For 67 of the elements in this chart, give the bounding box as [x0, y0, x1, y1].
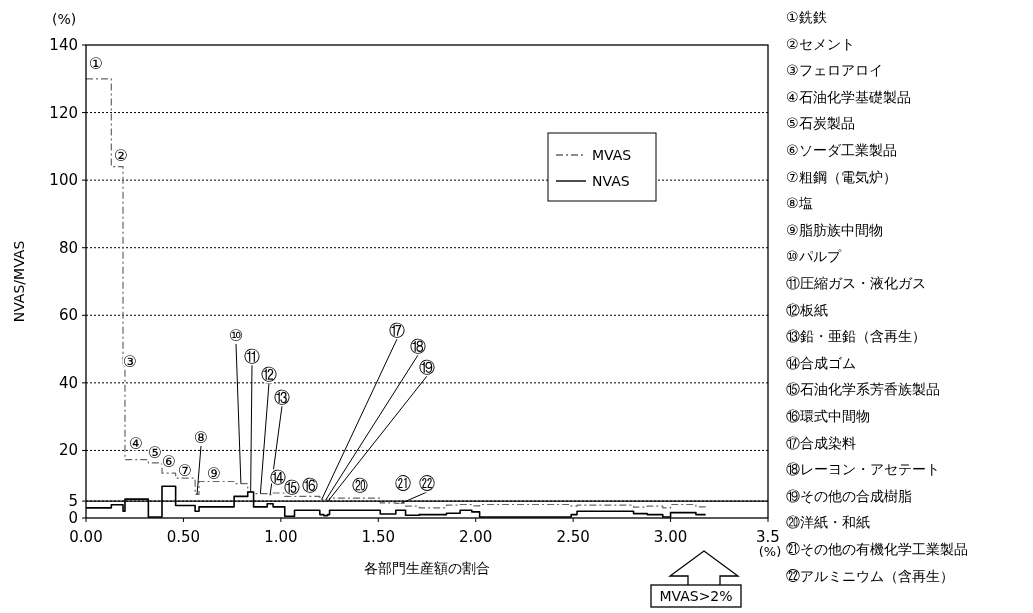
text: ⑨脂肪族中間物 — [786, 221, 883, 238]
y-tick-label: 40 — [58, 373, 78, 392]
text: ⑲その他の合成樹脂 — [786, 487, 912, 504]
text: ⑭合成ゴム — [786, 354, 856, 371]
text: ④石油化学基礎製品 — [786, 88, 911, 105]
annotation: ⑯ — [302, 476, 318, 495]
annotation: ⑱ — [410, 337, 426, 356]
x-tick-label: 0.50 — [166, 528, 201, 546]
annotation: ⑤ — [147, 443, 163, 462]
annotation: ⑩ — [228, 326, 244, 345]
annotation: ⑰ — [389, 321, 405, 340]
text: ⑮石油化学系芳香族製品 — [786, 381, 940, 398]
annotation: ⑮ — [284, 478, 300, 497]
text: MVAS>2% — [659, 588, 733, 604]
x-tick-label: 2.00 — [459, 528, 493, 546]
text: ⑱レーヨン・アセテート — [786, 461, 940, 478]
y-tick-label: 60 — [58, 306, 78, 325]
text: ⑥ソーダ工業製品 — [786, 142, 897, 158]
y-axis-title: NVAS/MVAS — [11, 240, 27, 323]
legend-label: MVAS — [592, 147, 632, 163]
annotation: ⑬ — [274, 388, 290, 407]
text: ⑯環式中間物 — [786, 408, 870, 424]
annotation: ③ — [122, 352, 138, 371]
annotation: ⑳ — [352, 476, 368, 495]
x-tick-label: 3.5 — [756, 528, 780, 546]
y-tick-label: 0 — [68, 509, 78, 527]
annotation: ⑪ — [244, 347, 260, 366]
text: ⑬鉛・亜鉛（含再生） — [786, 328, 926, 345]
legend-label: NVAS — [592, 173, 630, 189]
x-tick-label: 2.50 — [556, 528, 590, 546]
annotation: ① — [88, 54, 104, 73]
text: ⑦粗鋼（電気炉） — [786, 168, 897, 185]
y-tick-label: 80 — [58, 238, 78, 257]
y-tick-label: 20 — [58, 441, 78, 460]
text: ⑫板紙 — [786, 301, 828, 318]
annotation: ㉒ — [419, 474, 435, 493]
annotation: ⑲ — [419, 358, 435, 377]
y-tick-label: 100 — [49, 171, 78, 190]
text: ⑪圧縮ガス・液化ガス — [786, 275, 926, 291]
annotation: ⑦ — [177, 461, 193, 480]
x-tick-label: 1.50 — [361, 528, 395, 546]
text: ⑩パルプ — [786, 248, 842, 265]
text: ㉑その他の有機化学工業製品 — [786, 541, 968, 557]
annotation: ⑨ — [206, 464, 222, 483]
annotation: ⑫ — [261, 365, 277, 384]
annotation: ⑧ — [193, 428, 209, 447]
x-tick-label: 1.00 — [264, 528, 298, 546]
text: (%) — [758, 544, 782, 559]
x-axis-title: 各部門生産額の割合 — [364, 560, 490, 576]
annotation: ④ — [128, 434, 144, 453]
text: ②セメント — [786, 35, 855, 52]
annotation: ㉑ — [395, 474, 411, 493]
text: ⑰合成染料 — [786, 434, 856, 451]
annotation: ② — [113, 146, 129, 165]
text: ㉒アルミニウム（含再生） — [786, 567, 954, 584]
y-tick-label: 140 — [49, 36, 78, 54]
text: ⑳洋紙・和紙 — [786, 514, 870, 531]
x-tick-label: 3.00 — [653, 528, 688, 546]
text: ⑧塩 — [786, 195, 813, 212]
text: ①銑鉄 — [786, 9, 827, 25]
y-tick-label: 5 — [68, 492, 78, 511]
y-tick-label: 120 — [49, 103, 78, 122]
text: ③フェロアロイ — [786, 62, 883, 79]
text: (%) — [52, 11, 77, 27]
x-tick-label: 0.00 — [69, 528, 103, 546]
text: ⑤石炭製品 — [786, 115, 855, 132]
annotation: ⑥ — [161, 452, 177, 471]
